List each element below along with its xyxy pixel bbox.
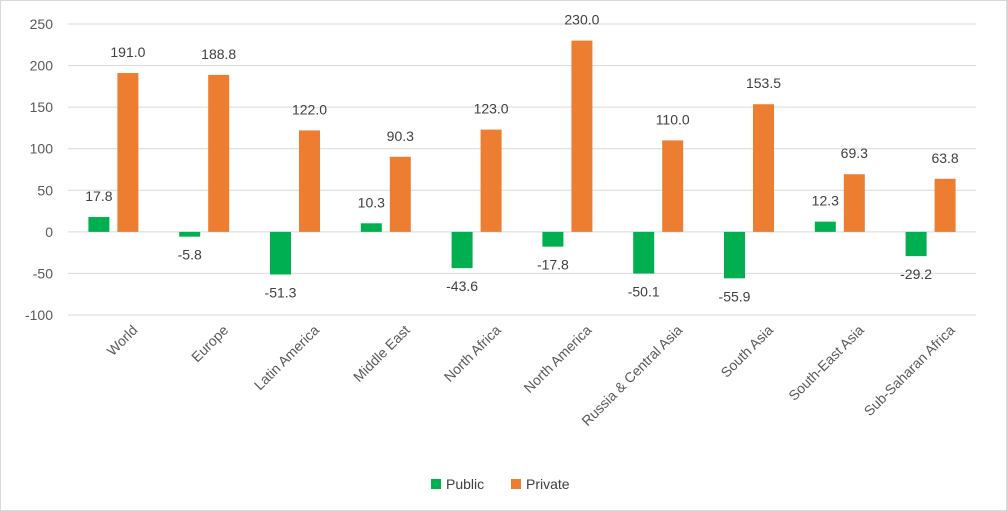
data-label-public: -43.6 (446, 278, 478, 294)
bar-private (662, 140, 684, 232)
legend-label-public: Public (446, 476, 484, 492)
bar-private (389, 156, 411, 232)
y-tick-label: 0 (45, 224, 53, 240)
data-label-private: 110.0 (656, 111, 690, 127)
gridlines (68, 23, 976, 316)
data-label-public: -5.8 (178, 247, 202, 263)
x-tick-label: Latin America (251, 322, 322, 393)
bar-public (360, 223, 382, 232)
bar-private (753, 104, 774, 232)
bars (88, 40, 956, 279)
y-tick-label: 50 (37, 182, 53, 198)
bar-public (542, 231, 564, 247)
x-tick-label: World (104, 322, 141, 359)
legend: Public Private (431, 476, 570, 492)
bar-private (571, 40, 593, 232)
x-tick-label: Middle East (350, 322, 413, 385)
data-label-public: -29.2 (900, 266, 932, 282)
bar-private (299, 130, 320, 232)
data-label-private: 230.0 (564, 12, 599, 28)
bar-public (814, 221, 836, 232)
y-tick-label: -50 (33, 265, 53, 281)
data-label-public: -55.9 (719, 288, 751, 304)
bar-public (724, 231, 745, 279)
data-label-public: -17.8 (537, 257, 569, 273)
y-axis-ticks: 250 200 150 100 50 0 -50 -100 (25, 16, 53, 323)
y-tick-label: 100 (30, 141, 54, 157)
bar-private (843, 174, 865, 232)
x-tick-label: South-East Asia (785, 322, 867, 404)
bar-private (934, 178, 956, 232)
y-tick-label: 250 (30, 16, 54, 32)
bar-public (88, 217, 110, 232)
x-tick-label: North Africa (441, 322, 504, 385)
data-label-private: 153.5 (746, 75, 781, 91)
legend-swatch-public (431, 479, 441, 489)
x-tick-label: South Asia (717, 322, 776, 381)
x-tick-label: Russia & Central Asia (578, 322, 685, 429)
bar-public (451, 231, 473, 269)
legend-swatch-private (511, 479, 521, 489)
bar-public (633, 231, 655, 274)
data-label-private: 123.0 (474, 101, 509, 117)
x-tick-label: Sub-Saharan Africa (861, 322, 958, 419)
bar-private (208, 74, 230, 232)
y-tick-label: -100 (25, 307, 53, 323)
data-label-public: 10.3 (358, 194, 385, 210)
y-tick-label: 150 (30, 99, 54, 115)
data-label-public: 17.8 (85, 188, 112, 204)
data-label-public: 12.3 (812, 193, 839, 209)
data-labels: 17.8 191.0 -5.8 188.8 -51.3 122.0 10.3 90.3 -43.… (85, 12, 959, 305)
data-label-private: 122.0 (292, 101, 327, 117)
x-tick-label: North America (520, 322, 594, 396)
x-tick-label: Europe (188, 322, 231, 365)
bar-public (905, 231, 927, 257)
data-label-public: -51.3 (265, 285, 297, 301)
bar-public (270, 231, 291, 275)
x-axis-ticks: World Europe Latin America Middle East North… (104, 322, 958, 429)
bar-private (117, 73, 139, 232)
data-label-private: 69.3 (841, 145, 868, 161)
data-label-private: 63.8 (931, 150, 958, 166)
bar-private (480, 129, 502, 232)
y-tick-label: 200 (30, 58, 54, 74)
legend-label-private: Private (526, 476, 570, 492)
bar-public (179, 231, 201, 237)
data-label-private: 191.0 (110, 44, 145, 60)
data-label-public: -50.1 (628, 284, 660, 300)
data-label-private: 90.3 (387, 128, 414, 144)
data-label-private: 188.8 (201, 46, 236, 62)
